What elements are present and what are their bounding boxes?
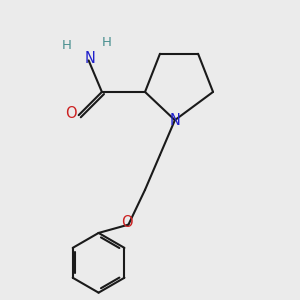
Text: N: N <box>169 112 180 128</box>
Text: H: H <box>62 39 72 52</box>
Text: N: N <box>85 51 96 66</box>
Text: H: H <box>102 36 112 49</box>
Text: O: O <box>66 106 77 121</box>
Text: O: O <box>121 215 133 230</box>
